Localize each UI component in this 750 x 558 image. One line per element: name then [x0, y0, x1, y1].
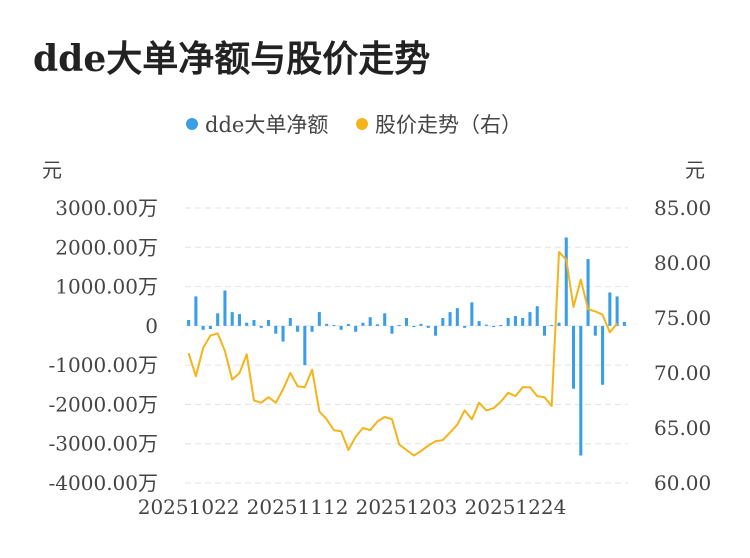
bar	[216, 313, 220, 326]
bar	[274, 325, 278, 334]
bar	[317, 312, 321, 326]
bar	[434, 325, 438, 336]
bar	[441, 318, 445, 326]
bar	[601, 325, 605, 385]
left-tick-label: 3000.00万	[55, 196, 158, 220]
bar	[332, 325, 336, 327]
x-axis-ticks: 20251022 20251112 20251203 20251224	[138, 495, 567, 519]
left-axis-ticks: 3000.00万 2000.00万 1000.00万 0 -1000.00万 -2000.…	[49, 196, 158, 495]
legend-label-dde: dde大单净额	[205, 113, 328, 137]
bar	[535, 306, 539, 326]
right-tick-label: 60.00	[654, 471, 711, 495]
right-tick-label: 70.00	[654, 361, 711, 385]
bar	[593, 325, 597, 336]
left-tick-label: 1000.00万	[55, 275, 158, 299]
bar	[259, 325, 263, 328]
bar	[608, 292, 612, 326]
left-tick-label: 0	[145, 314, 158, 338]
x-tick-label: 20251203	[356, 495, 458, 519]
bar	[194, 296, 198, 326]
bar	[586, 259, 590, 326]
bar	[463, 325, 467, 328]
line-series	[187, 251, 618, 457]
left-tick-label: -3000.00万	[49, 432, 158, 456]
bar	[404, 318, 409, 326]
bar	[397, 325, 401, 327]
bar	[303, 325, 307, 366]
bar	[492, 325, 496, 328]
right-axis-unit: 元	[685, 158, 705, 182]
bar	[521, 318, 525, 326]
legend-marker-dde	[186, 118, 198, 130]
bar	[325, 323, 329, 326]
left-tick-label: 2000.00万	[55, 235, 158, 259]
bar	[499, 325, 503, 327]
price-line	[187, 251, 618, 457]
bar	[208, 325, 212, 329]
x-tick-label: 20251022	[138, 495, 240, 519]
left-tick-label: -4000.00万	[49, 471, 158, 495]
x-tick-label: 20251224	[465, 495, 567, 519]
bar	[506, 318, 510, 326]
legend-marker-price	[356, 118, 368, 130]
left-tick-label: -1000.00万	[49, 353, 158, 377]
bar	[361, 322, 365, 326]
bar	[346, 323, 350, 326]
left-tick-label: -2000.00万	[49, 392, 158, 416]
bar	[237, 314, 241, 326]
legend[interactable]: dde大单净额 股价走势（右）	[186, 113, 522, 137]
bar	[579, 325, 583, 456]
bar	[383, 313, 387, 326]
bar	[572, 325, 576, 389]
bar	[419, 323, 423, 326]
x-tick-label: 20251112	[247, 495, 349, 519]
bar	[288, 318, 292, 326]
bar	[484, 324, 488, 326]
bar	[230, 312, 234, 326]
bar	[252, 319, 256, 326]
bar-series	[187, 237, 626, 456]
bar	[201, 325, 205, 330]
bar	[557, 322, 561, 326]
bar	[622, 321, 626, 326]
bar	[542, 325, 547, 336]
bar	[187, 319, 191, 326]
left-axis-unit: 元	[42, 158, 62, 182]
legend-label-price: 股价走势（右）	[375, 113, 522, 137]
gridlines	[185, 207, 628, 484]
chart-title: dde大单净额与股价走势	[33, 38, 431, 80]
right-tick-label: 75.00	[654, 306, 711, 330]
right-tick-label: 80.00	[654, 251, 711, 275]
bar	[296, 325, 300, 332]
right-axis-ticks: 85.00 80.00 75.00 70.00 65.00 60.00	[654, 196, 711, 495]
bar	[310, 325, 314, 332]
bar	[528, 312, 532, 326]
bar	[426, 325, 430, 328]
bar	[266, 319, 271, 326]
bar	[550, 325, 554, 327]
bar	[368, 317, 372, 326]
bar	[339, 325, 343, 330]
bar	[412, 325, 416, 328]
bar	[615, 296, 619, 326]
bar	[245, 322, 249, 326]
bar	[564, 237, 568, 326]
right-tick-label: 65.00	[654, 416, 711, 440]
bar	[513, 316, 517, 326]
bar	[477, 321, 481, 326]
bar	[281, 325, 285, 342]
bar	[354, 325, 358, 332]
right-tick-label: 85.00	[654, 196, 711, 220]
bar	[223, 290, 227, 326]
bar	[390, 325, 394, 334]
bar	[455, 308, 459, 326]
bar	[448, 312, 452, 326]
bar	[470, 302, 474, 326]
bar	[375, 324, 379, 326]
